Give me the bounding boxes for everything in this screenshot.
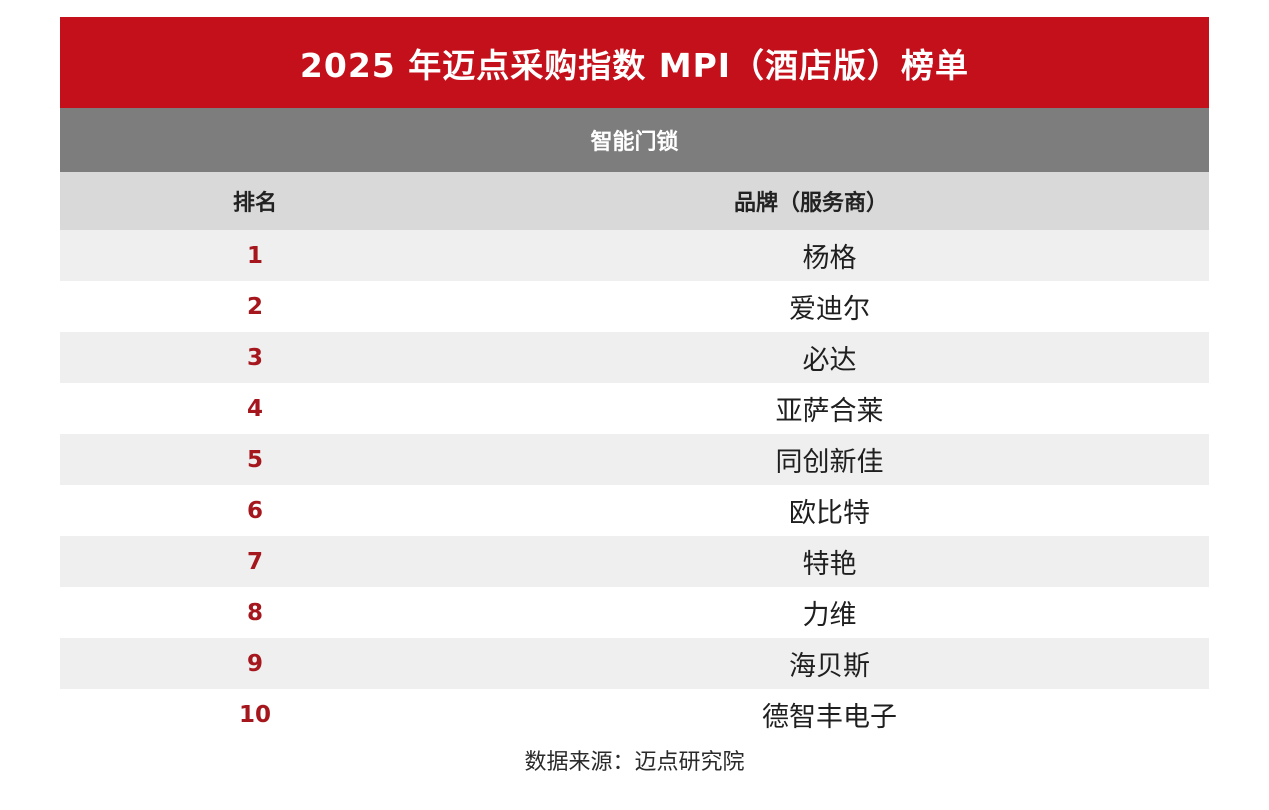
table-row: 1 杨格 — [60, 230, 1209, 281]
brand-cell: 海贝斯 — [450, 644, 1209, 683]
rank-cell: 7 — [246, 548, 263, 575]
rank-column-header: 排名 — [232, 191, 277, 216]
brand-name: 必达 — [802, 345, 857, 376]
ranking-board: 2025 年迈点采购指数 MPI（酒店版）榜单 智能门锁 排名 品牌（服务商） … — [60, 17, 1209, 740]
brand-cell: 杨格 — [450, 236, 1209, 275]
table-row: 5 同创新佳 — [60, 434, 1209, 485]
table-header: 排名 品牌（服务商） — [60, 172, 1209, 230]
rank-cell: 9 — [246, 650, 263, 677]
brand-cell: 同创新佳 — [450, 440, 1209, 479]
brand-name: 力维 — [802, 600, 857, 631]
table-row: 3 必达 — [60, 332, 1209, 383]
table-row: 8 力维 — [60, 587, 1209, 638]
brand-cell: 爱迪尔 — [450, 287, 1209, 326]
board-title: 2025 年迈点采购指数 MPI（酒店版）榜单 — [60, 17, 1209, 108]
brand-name: 海贝斯 — [789, 651, 870, 682]
table-row: 10 德智丰电子 — [60, 689, 1209, 740]
data-source-note: 数据来源：迈点研究院 — [524, 750, 745, 775]
table-row: 6 欧比特 — [60, 485, 1209, 536]
brand-column-header: 品牌（服务商） — [734, 191, 889, 216]
brand-cell: 德智丰电子 — [450, 695, 1209, 734]
brand-cell: 亚萨合莱 — [450, 389, 1209, 428]
brand-name: 欧比特 — [789, 498, 870, 529]
rank-cell: 6 — [246, 497, 263, 524]
rank-cell: 10 — [238, 701, 271, 728]
brand-name: 爱迪尔 — [789, 294, 870, 325]
rank-cell: 5 — [246, 446, 263, 473]
brand-cell: 力维 — [450, 593, 1209, 632]
brand-cell: 欧比特 — [450, 491, 1209, 530]
table-row: 9 海贝斯 — [60, 638, 1209, 689]
brand-cell: 特艳 — [450, 542, 1209, 581]
table-row: 2 爱迪尔 — [60, 281, 1209, 332]
rank-cell: 2 — [246, 293, 263, 320]
brand-name: 杨格 — [802, 243, 857, 274]
rank-cell: 1 — [246, 242, 263, 269]
rank-cell: 3 — [246, 344, 263, 371]
brand-name: 同创新佳 — [775, 447, 884, 478]
brand-cell: 必达 — [450, 338, 1209, 377]
brand-name: 德智丰电子 — [762, 702, 897, 733]
table-row: 7 特艳 — [60, 536, 1209, 587]
rank-cell: 8 — [246, 599, 263, 626]
rank-cell: 4 — [246, 395, 263, 422]
brand-name: 特艳 — [802, 549, 857, 580]
ranking-table-body: 1 杨格 2 爱迪尔 3 必达 4 亚萨合莱 5 同创新佳 6 欧比特 7 特艳… — [60, 230, 1209, 740]
brand-name: 亚萨合莱 — [775, 396, 884, 427]
category-label: 智能门锁 — [60, 108, 1209, 172]
table-row: 4 亚萨合莱 — [60, 383, 1209, 434]
